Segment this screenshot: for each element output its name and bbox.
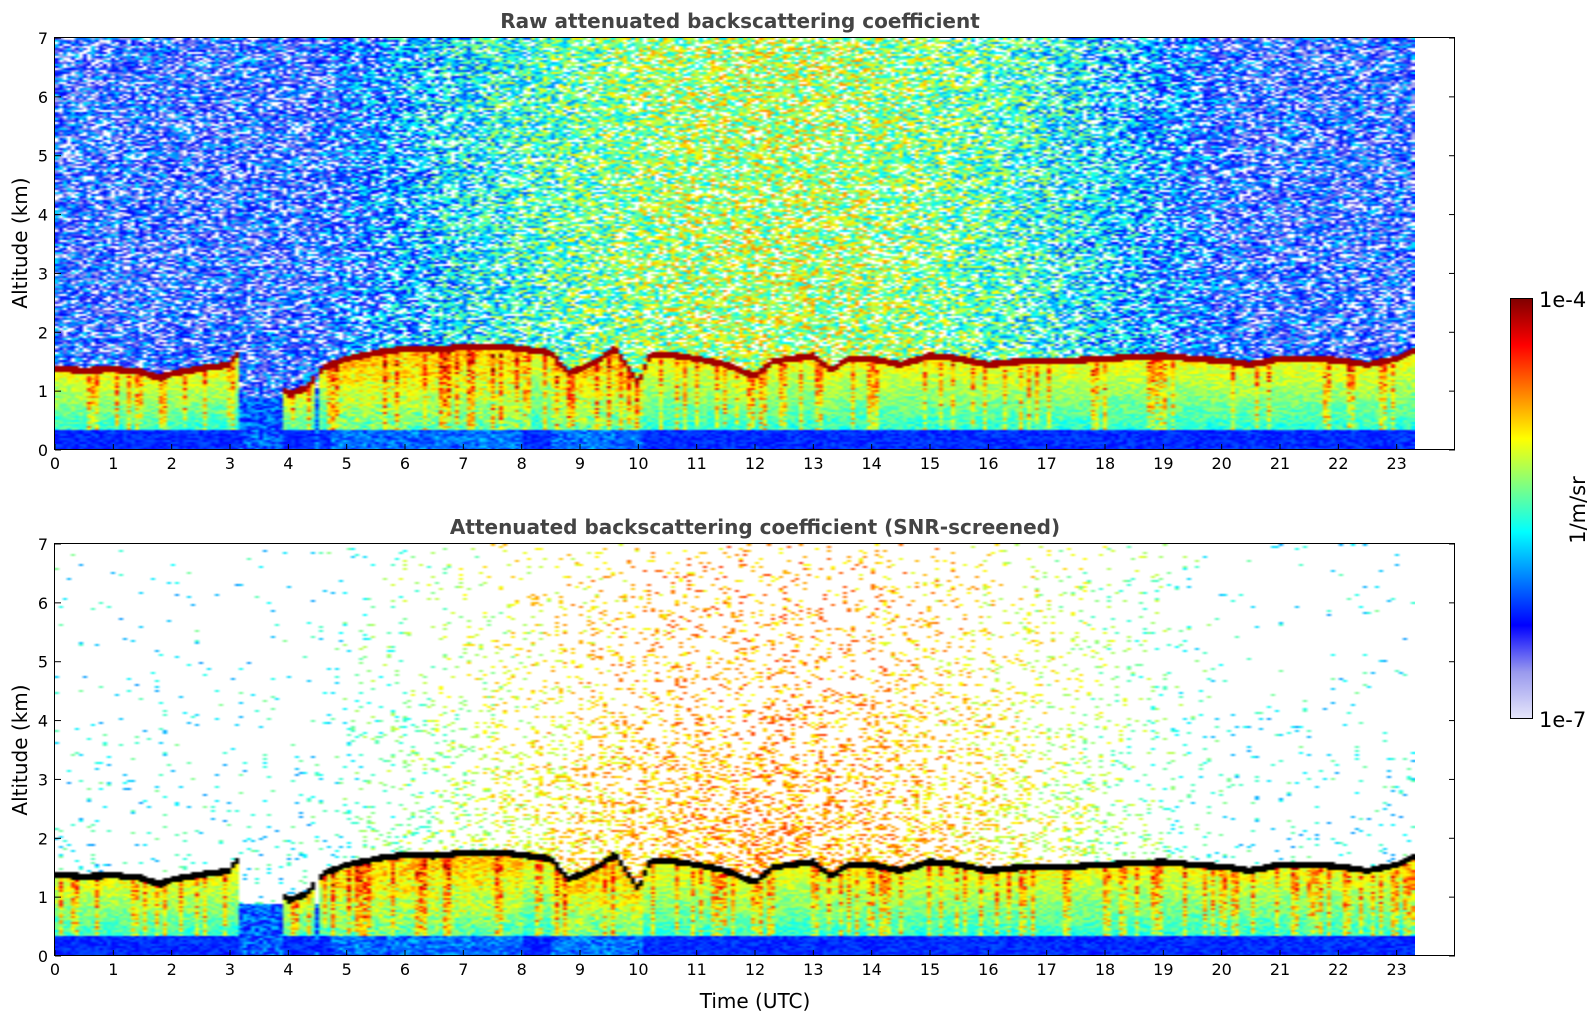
x-tick-label: 23	[1386, 960, 1406, 979]
x-tick-label: 20	[1211, 960, 1231, 979]
heatmap-raw-image	[55, 38, 1415, 450]
x-tick-label: 12	[745, 960, 765, 979]
x-tick-label: 4	[283, 960, 293, 979]
x-tick-label: 0	[50, 960, 60, 979]
x-tick-label: 6	[400, 960, 410, 979]
colorbar: 1e-4 1e-7 1/m/sr	[1510, 288, 1590, 732]
y-tick-label: 3	[38, 770, 48, 789]
x-tick-label: 3	[225, 960, 235, 979]
x-tick-label: 22	[1328, 454, 1348, 473]
y-tick-label: 4	[38, 712, 48, 731]
x-tick-label: 7	[458, 960, 468, 979]
x-tick-label: 19	[1153, 960, 1173, 979]
x-tick-label: 16	[978, 960, 998, 979]
x-tick-label: 15	[920, 960, 940, 979]
x-tick-label: 11	[686, 454, 706, 473]
colorbar-max-label: 1e-4	[1539, 288, 1586, 312]
x-tick-label: 6	[400, 454, 410, 473]
x-tick-label: 12	[745, 454, 765, 473]
y-tick-label: 3	[38, 264, 48, 283]
x-tick-label: 18	[1095, 454, 1115, 473]
x-tick-label: 5	[342, 960, 352, 979]
x-tick-label: 22	[1328, 960, 1348, 979]
x-tick-label: 17	[1036, 454, 1056, 473]
panel-2-title: Attenuated backscattering coefficient (S…	[450, 515, 1060, 539]
x-tick-label: 20	[1211, 454, 1231, 473]
x-tick-label: 21	[1270, 960, 1290, 979]
x-tick-label: 3	[225, 454, 235, 473]
panel-screened: Attenuated backscattering coefficient (S…	[8, 515, 1455, 1013]
panel-1-ylabel: Altitude (km)	[8, 177, 32, 308]
panel-1-ticks: 0 1 2 3 4 5 6 7 8 9 10 11 12 13 14 15 16 17 18 19 20 21 22 2301…	[38, 29, 1455, 473]
panel-raw: Raw attenuated backscattering coefficien…	[8, 9, 1455, 473]
y-tick-label: 6	[38, 594, 48, 613]
x-tick-label: 2	[167, 454, 177, 473]
x-tick-label: 19	[1153, 454, 1173, 473]
panel-2-ylabel: Altitude (km)	[8, 684, 32, 815]
y-tick-label: 0	[38, 441, 48, 460]
y-tick-label: 7	[38, 535, 48, 554]
heatmap-screened-image	[55, 544, 1415, 956]
x-tick-label: 7	[458, 454, 468, 473]
y-tick-label: 0	[38, 947, 48, 966]
x-tick-label: 9	[575, 454, 585, 473]
y-tick-label: 2	[38, 323, 48, 342]
x-tick-label: 18	[1095, 960, 1115, 979]
x-tick-label: 10	[628, 960, 648, 979]
y-tick-label: 5	[38, 147, 48, 166]
panel-2-xlabel: Time (UTC)	[699, 989, 811, 1013]
y-tick-label: 2	[38, 829, 48, 848]
x-tick-label: 5	[342, 454, 352, 473]
x-tick-label: 14	[861, 960, 881, 979]
x-tick-label: 8	[517, 960, 527, 979]
x-tick-label: 23	[1386, 454, 1406, 473]
x-tick-label: 4	[283, 454, 293, 473]
x-tick-label: 1	[108, 960, 118, 979]
y-tick-label: 1	[38, 382, 48, 401]
x-tick-label: 14	[861, 454, 881, 473]
panel-1-title: Raw attenuated backscattering coefficien…	[500, 9, 980, 33]
y-tick-label: 5	[38, 653, 48, 672]
x-tick-label: 21	[1270, 454, 1290, 473]
y-tick-label: 7	[38, 29, 48, 48]
x-tick-label: 17	[1036, 960, 1056, 979]
x-tick-label: 16	[978, 454, 998, 473]
y-tick-label: 1	[38, 888, 48, 907]
x-tick-label: 11	[686, 960, 706, 979]
x-tick-label: 13	[803, 454, 823, 473]
x-tick-label: 10	[628, 454, 648, 473]
panel-2-ticks: 0 1 2 3 4 5 6 7 8 9 10 11 12 13 14 15 16 17 18 19 20 21 22 2301…	[38, 535, 1455, 979]
x-tick-label: 2	[167, 960, 177, 979]
x-tick-label: 1	[108, 454, 118, 473]
colorbar-gradient	[1510, 298, 1533, 719]
x-tick-label: 0	[50, 454, 60, 473]
y-tick-label: 6	[38, 88, 48, 107]
x-tick-label: 8	[517, 454, 527, 473]
colorbar-unit-label: 1/m/sr	[1566, 476, 1590, 544]
y-tick-label: 4	[38, 206, 48, 225]
colorbar-min-label: 1e-7	[1539, 708, 1586, 732]
x-tick-label: 9	[575, 960, 585, 979]
x-tick-label: 15	[920, 454, 940, 473]
x-tick-label: 13	[803, 960, 823, 979]
